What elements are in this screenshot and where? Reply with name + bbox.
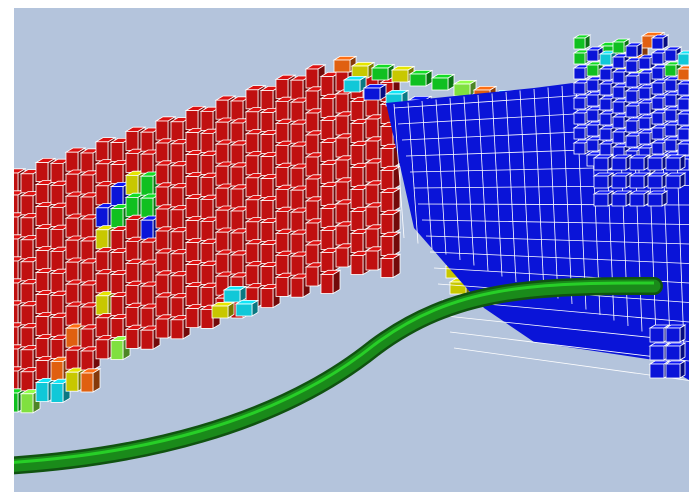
red-zone-cell <box>379 187 402 213</box>
blue-zone-cell <box>676 125 689 141</box>
blue-zone-cell <box>676 110 689 126</box>
blue-zone-cell <box>676 65 689 81</box>
transition-cell <box>342 75 368 93</box>
blue-zone-cell <box>676 80 689 96</box>
blue-zone-cell <box>676 50 689 66</box>
red-zone-cell <box>379 209 402 235</box>
red-zone-cell <box>79 368 102 393</box>
blue-zone-cell <box>610 172 633 189</box>
red-zone-cell <box>379 165 402 191</box>
blue-zone-cell <box>624 42 644 58</box>
reservoir-scene <box>14 31 689 475</box>
blue-zone-cell <box>664 360 687 379</box>
blue-zone-cell <box>592 154 615 171</box>
red-zone-cell <box>199 172 222 198</box>
transition-cell <box>408 69 434 87</box>
transition-cell <box>430 73 456 91</box>
blue-zone-cell <box>598 140 618 156</box>
blue-zone-cell <box>628 190 651 207</box>
red-zone-cell <box>154 204 177 229</box>
transition-cell <box>222 285 248 303</box>
blue-zone-cell <box>663 46 683 62</box>
transition-cell <box>362 83 388 101</box>
transition-cell <box>370 63 396 81</box>
red-zone-cell <box>274 272 297 298</box>
blue-zone-cell <box>646 172 669 189</box>
blue-zone-cell <box>572 34 592 50</box>
blue-zone-cell <box>628 154 651 171</box>
blue-zone-cell <box>646 190 669 207</box>
blue-zone-cell <box>664 172 687 189</box>
red-cell-cluster <box>14 64 402 414</box>
red-zone-cell <box>379 253 402 279</box>
red-zone-cell <box>199 128 222 154</box>
transition-cell <box>350 61 376 79</box>
red-zone-cell <box>379 231 402 257</box>
blue-zone-cell <box>676 140 689 156</box>
transition-cell <box>210 301 236 319</box>
blue-zone-cell <box>664 154 687 171</box>
blue-zone-cell <box>664 342 687 361</box>
blue-zone-cell <box>610 190 633 207</box>
red-zone-cell <box>259 283 282 309</box>
blue-zone-cell <box>628 172 651 189</box>
blue-zone-cell <box>676 95 689 111</box>
red-zone-cell <box>304 64 327 89</box>
transition-cell <box>452 79 478 97</box>
blue-zone-cell <box>663 76 683 92</box>
3d-viewport[interactable] <box>14 8 689 492</box>
blue-zone-cell <box>650 34 670 50</box>
red-zone-cell <box>334 221 357 246</box>
well-tube <box>14 279 661 472</box>
blue-zone-cell <box>592 190 615 207</box>
red-zone-cell <box>34 201 57 227</box>
blue-zone-cell <box>664 324 687 343</box>
red-zone-cell <box>124 126 147 152</box>
blue-zone-cell <box>610 154 633 171</box>
well-tube-highlight <box>14 281 655 464</box>
blue-zone-cell <box>663 106 683 122</box>
blue-zone-cell <box>592 172 615 189</box>
blue-zone-cell <box>646 154 669 171</box>
blue-cell-columns <box>572 34 689 379</box>
well-trajectory <box>14 277 663 475</box>
transition-cell <box>234 299 260 317</box>
red-zone-cell <box>289 273 312 298</box>
blue-zone-cell <box>648 360 671 379</box>
red-zone-cell <box>319 269 342 295</box>
